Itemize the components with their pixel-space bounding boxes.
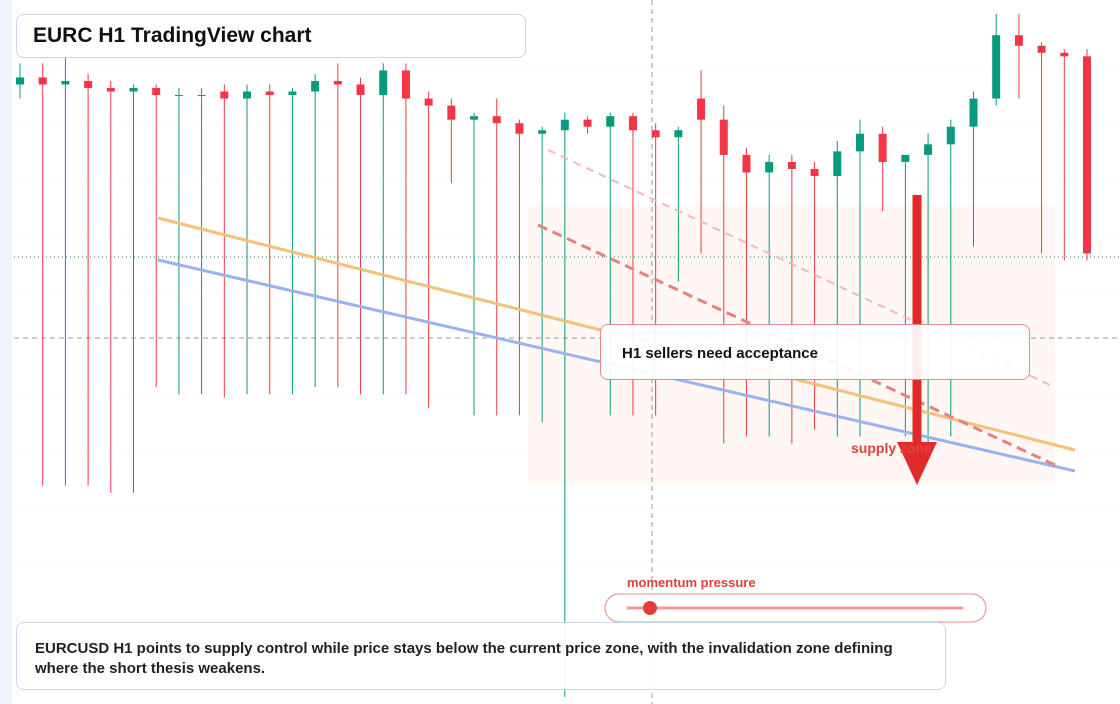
candle-body [470,116,479,120]
candle-body [651,130,660,138]
candle-body [946,126,955,145]
candle-body [379,70,388,96]
candle-body [515,123,524,134]
candle-body [606,116,615,127]
candle-body [174,95,183,97]
title: EURC H1 TradingView chart [16,14,526,58]
slider-knob [643,601,657,615]
candle-body [197,95,206,97]
candle-body [106,88,115,92]
candle-body [1060,52,1069,57]
arrow-head [897,442,937,485]
candle-body [84,80,93,88]
candle-body [447,105,456,120]
candle-body [152,88,161,96]
candle-body [901,154,910,162]
candle-body [742,154,751,173]
scale-strip [0,0,12,704]
candle-body [333,80,342,85]
zone-label: supply zone [851,440,932,456]
annotation: H1 sellers need acceptance [600,324,1030,380]
candle-body [878,133,887,162]
candle-body [311,80,320,92]
candle-body [1014,35,1023,46]
candle-body [401,70,410,99]
candle-body [855,133,864,152]
candle-body [243,91,252,99]
candle-body [61,80,70,85]
candle-body [583,119,592,127]
candle-body [787,161,796,169]
candle-body [129,88,138,92]
momentum-label: momentum pressure [627,575,756,590]
candle-body [265,91,274,96]
candle-body [969,98,978,127]
candle-body [220,91,229,99]
candle-body [924,144,933,155]
candle-body [538,130,547,134]
candle-body [674,130,683,138]
candle-body [424,98,433,106]
candle-body [719,119,728,155]
candle-body [833,151,842,176]
candle-body [697,98,706,120]
candle-body [810,168,819,176]
candle-body [1083,56,1091,254]
candle-body [628,116,637,131]
candle-body [492,116,501,124]
candle-body [1037,45,1046,53]
candle-body [288,91,297,96]
candle-body [16,77,24,85]
summary: EURCUSD H1 points to supply control whil… [16,622,946,690]
candle-body [38,77,47,85]
candle-body [992,35,1001,99]
candle-body [765,161,774,173]
candles [16,14,1091,697]
candle-body [560,119,569,131]
candle-body [356,84,365,96]
